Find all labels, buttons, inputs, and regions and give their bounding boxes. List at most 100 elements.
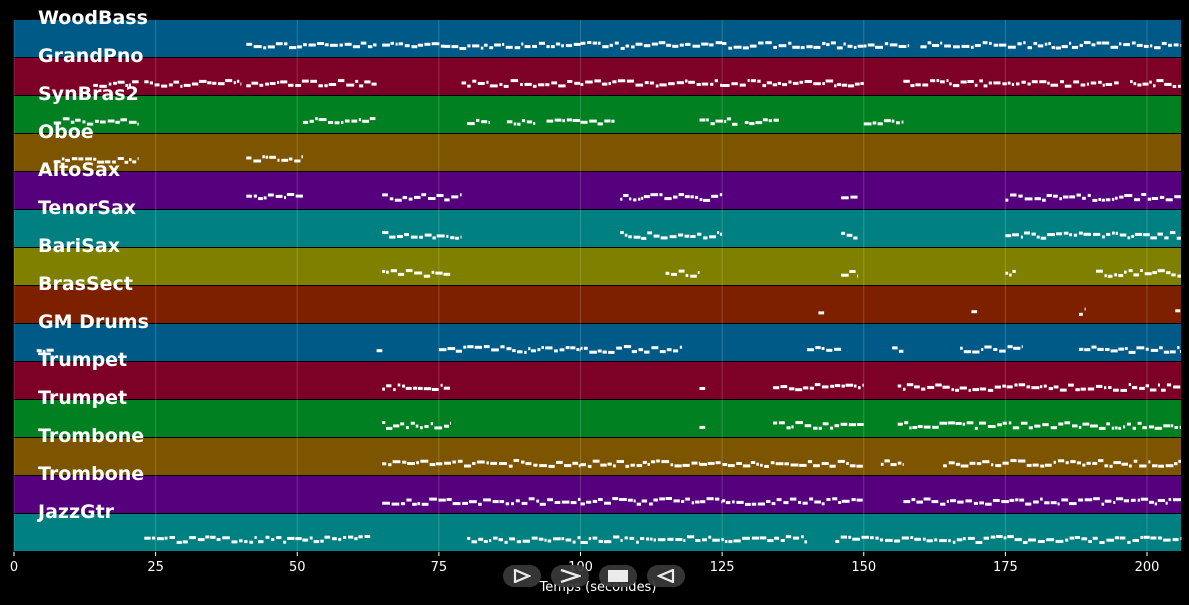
stop-button[interactable] xyxy=(599,565,637,587)
note-mark xyxy=(903,500,911,504)
note-mark xyxy=(149,81,153,85)
note-mark xyxy=(841,83,848,87)
note-mark xyxy=(463,345,467,349)
note-mark xyxy=(1032,463,1039,467)
note-mark xyxy=(673,349,679,353)
note-mark xyxy=(572,119,581,122)
note-mark xyxy=(636,464,643,468)
note-mark xyxy=(36,349,42,353)
note-mark xyxy=(1109,464,1113,468)
note-mark xyxy=(635,83,644,87)
note-mark xyxy=(472,462,476,465)
note-mark xyxy=(1163,350,1170,354)
note-mark xyxy=(653,538,656,542)
note-mark xyxy=(286,193,295,196)
note-mark xyxy=(511,502,514,506)
note-mark xyxy=(277,158,280,162)
note-mark xyxy=(841,231,846,235)
note-mark xyxy=(863,122,872,126)
track-band xyxy=(14,286,1181,323)
note-mark xyxy=(1180,43,1182,47)
note-mark xyxy=(1151,197,1159,200)
play-button[interactable] xyxy=(503,565,541,587)
note-mark xyxy=(664,197,672,201)
note-mark xyxy=(807,460,813,464)
note-mark xyxy=(402,196,408,200)
note-mark xyxy=(1076,461,1081,465)
note-mark xyxy=(962,537,966,541)
note-mark xyxy=(386,384,392,388)
forward-button[interactable] xyxy=(551,565,589,587)
note-mark xyxy=(1096,269,1103,273)
note-mark xyxy=(1129,464,1132,468)
note-mark xyxy=(636,502,641,506)
note-mark xyxy=(901,120,904,124)
note-mark xyxy=(577,497,581,501)
note-mark xyxy=(963,350,972,354)
note-mark xyxy=(926,539,933,543)
note-mark xyxy=(339,43,343,47)
note-mark xyxy=(1173,385,1181,389)
note-mark xyxy=(53,160,61,164)
back-button[interactable] xyxy=(647,565,685,587)
note-mark xyxy=(751,502,757,506)
note-mark xyxy=(777,81,782,85)
note-mark xyxy=(786,426,791,430)
note-mark xyxy=(197,538,205,542)
note-mark xyxy=(727,464,735,468)
note-mark xyxy=(216,538,221,541)
note-mark xyxy=(467,536,471,540)
note-mark xyxy=(509,537,516,541)
note-mark xyxy=(1034,424,1041,428)
note-mark xyxy=(1161,41,1167,45)
note-mark xyxy=(745,502,751,506)
note-mark xyxy=(690,274,697,278)
note-mark xyxy=(417,43,424,47)
note-mark xyxy=(392,460,401,464)
note-mark xyxy=(660,236,668,240)
note-mark xyxy=(554,349,558,353)
note-mark xyxy=(597,122,603,126)
note-mark xyxy=(783,501,789,505)
note-mark xyxy=(117,80,125,84)
note-mark xyxy=(1164,82,1172,86)
note-mark xyxy=(406,498,412,502)
note-mark xyxy=(635,42,643,46)
note-mark xyxy=(388,463,392,467)
note-mark xyxy=(1113,501,1116,504)
note-mark xyxy=(1177,84,1181,88)
note-mark xyxy=(714,79,718,83)
note-mark xyxy=(253,159,262,163)
note-mark xyxy=(538,41,545,45)
note-mark xyxy=(513,459,520,462)
note-mark xyxy=(205,535,210,539)
note-mark xyxy=(665,497,672,500)
note-mark xyxy=(1031,80,1038,84)
note-mark xyxy=(884,42,889,46)
note-mark xyxy=(850,195,858,199)
note-mark xyxy=(100,120,106,124)
track-notes xyxy=(246,41,1182,50)
track-notes xyxy=(36,345,1182,354)
note-mark xyxy=(483,345,490,349)
note-mark xyxy=(1012,426,1020,430)
note-mark xyxy=(421,502,429,506)
note-mark xyxy=(722,42,727,45)
note-mark xyxy=(697,271,700,274)
note-mark xyxy=(699,118,706,122)
note-mark xyxy=(1057,502,1060,506)
note-mark xyxy=(1114,81,1119,85)
track-band xyxy=(14,438,1181,475)
note-mark xyxy=(695,195,699,199)
note-mark xyxy=(944,44,951,48)
note-mark xyxy=(709,43,714,47)
note-mark xyxy=(382,501,390,505)
note-mark xyxy=(168,83,173,87)
note-mark xyxy=(821,462,829,465)
note-mark xyxy=(573,42,581,46)
note-mark xyxy=(132,160,137,164)
x-tick-label: 125 xyxy=(709,560,735,575)
note-mark xyxy=(93,157,97,161)
note-mark xyxy=(1031,386,1040,390)
note-mark xyxy=(65,158,70,162)
